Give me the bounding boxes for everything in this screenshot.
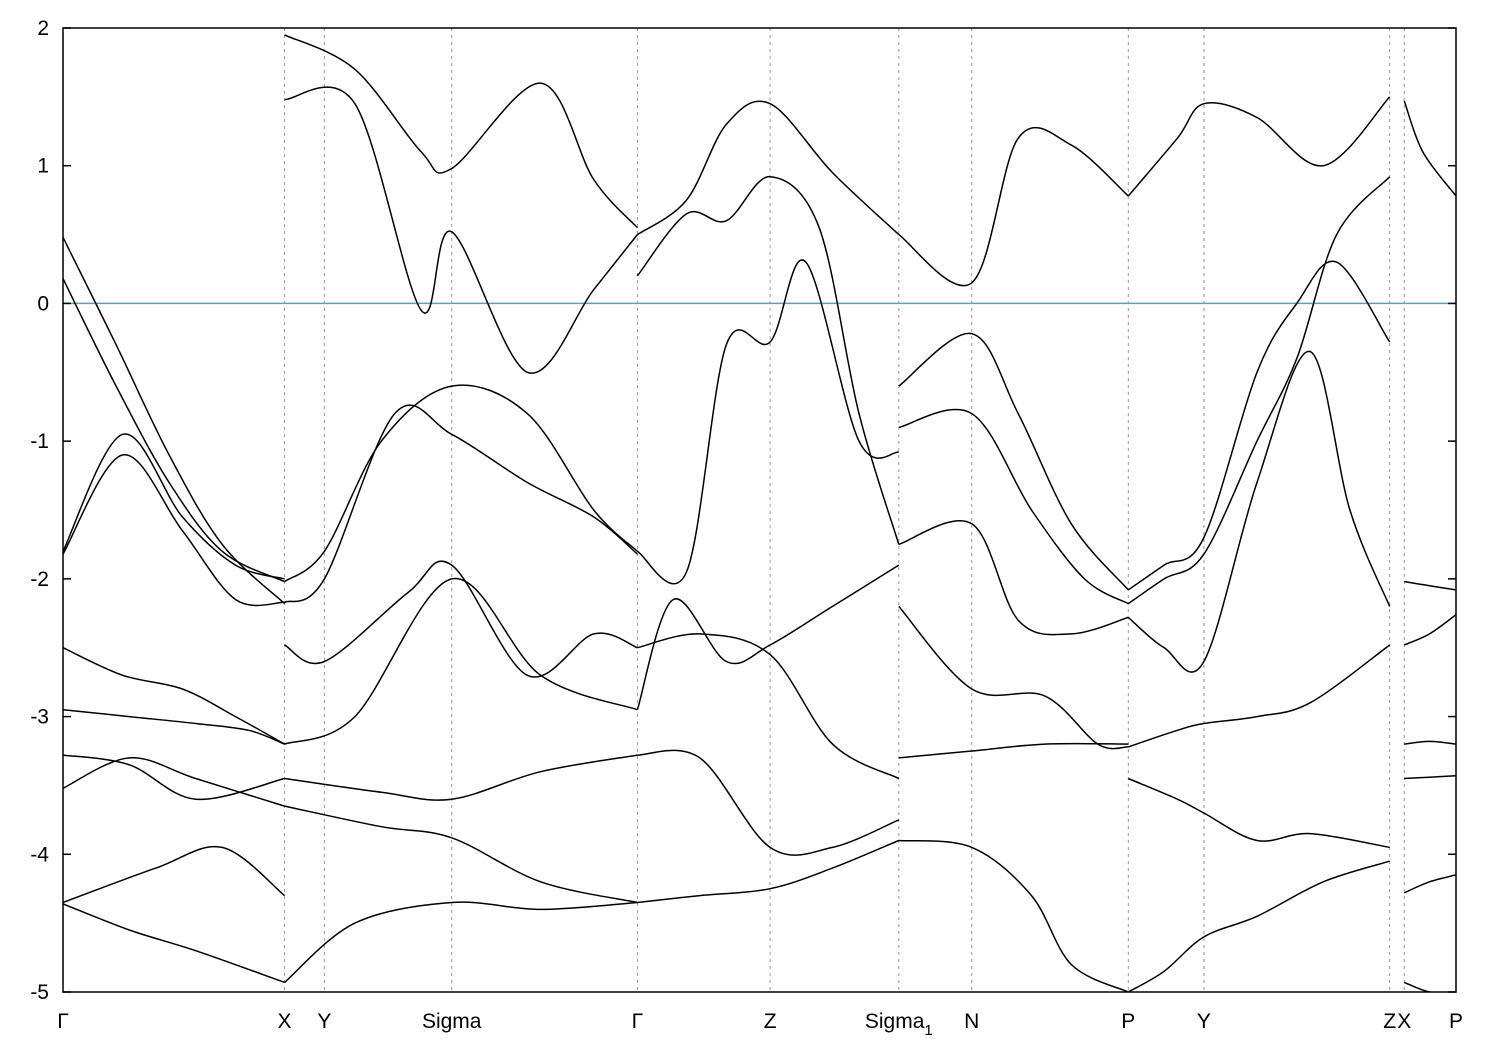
y-tick-label: -1 [30,430,49,453]
band-line [63,647,285,745]
band-line [637,749,900,856]
band-line [63,708,285,745]
x-tick-label: X [1397,1010,1411,1033]
x-tick-label: Γ [57,1010,69,1033]
band-line [1404,740,1456,745]
band-line [1404,874,1456,894]
band-line [637,633,900,780]
band-line [284,34,638,229]
x-tick-label: N [964,1010,979,1033]
band-line [63,236,286,605]
y-tick-label: -3 [30,706,49,729]
band-line [63,757,285,807]
y-tick-label: -4 [30,843,49,866]
y-tick-label: 1 [37,155,49,178]
band-line [284,578,638,745]
band-line [898,126,1129,287]
x-tick-label: Γ [632,1010,644,1033]
band-line [636,100,900,236]
band-line [1127,96,1391,197]
band-line [284,754,638,801]
band-line [898,839,1129,992]
band-line [1127,350,1391,673]
band-line [1127,260,1391,591]
y-tick-label: -5 [30,981,49,1004]
y-tick-label: 2 [37,17,49,40]
band-line [1127,176,1391,605]
band-line [63,845,286,904]
band-line [898,408,1129,605]
band-line [898,605,1129,750]
band-line [1404,580,1456,591]
grid-layer [284,28,1405,992]
x-tick-label: X [278,1010,292,1033]
y-axis: -5 -4 -3 -2 -1 0 1 2 [30,17,1456,1004]
band-line [898,742,1129,759]
band-line [636,564,900,710]
band-line [63,903,285,984]
series-layer [63,34,1456,992]
band-line [1403,100,1456,197]
band-line [284,560,638,678]
y-tick-label: -2 [30,568,49,591]
band-line [284,805,638,904]
band-line [63,278,285,583]
x-tick-label: Sigma1 [865,1010,933,1039]
band-line [1128,777,1390,849]
x-tick-label: P [1121,1010,1135,1033]
x-tick-label: Y [317,1010,331,1033]
band-line [1403,614,1456,646]
band-line [284,901,638,983]
band-line [63,754,285,801]
x-tick-label: Z [764,1010,777,1033]
band-line [1128,644,1391,748]
band-line [898,519,1129,636]
band-line [63,454,285,607]
band-line [636,259,900,585]
band-line [637,839,900,904]
plot-frame [62,27,1457,993]
band-line [898,332,1129,591]
band-line [63,433,285,580]
y-tick-label: 0 [37,292,49,315]
band-line [1404,775,1456,780]
band-line [636,175,900,545]
x-tick-label: Z [1383,1010,1396,1033]
band-line [284,86,638,374]
x-axis: Γ X Y Sigma Γ Z Sigma1 N P Y Z X P [57,1010,1463,1039]
band-line [284,384,638,583]
band-line [284,404,638,604]
x-tick-label: Y [1197,1010,1211,1033]
x-tick-label: Sigma [422,1010,482,1033]
x-tick-label: P [1449,1010,1463,1033]
band-line [1127,860,1390,992]
band-line [1404,981,1456,992]
